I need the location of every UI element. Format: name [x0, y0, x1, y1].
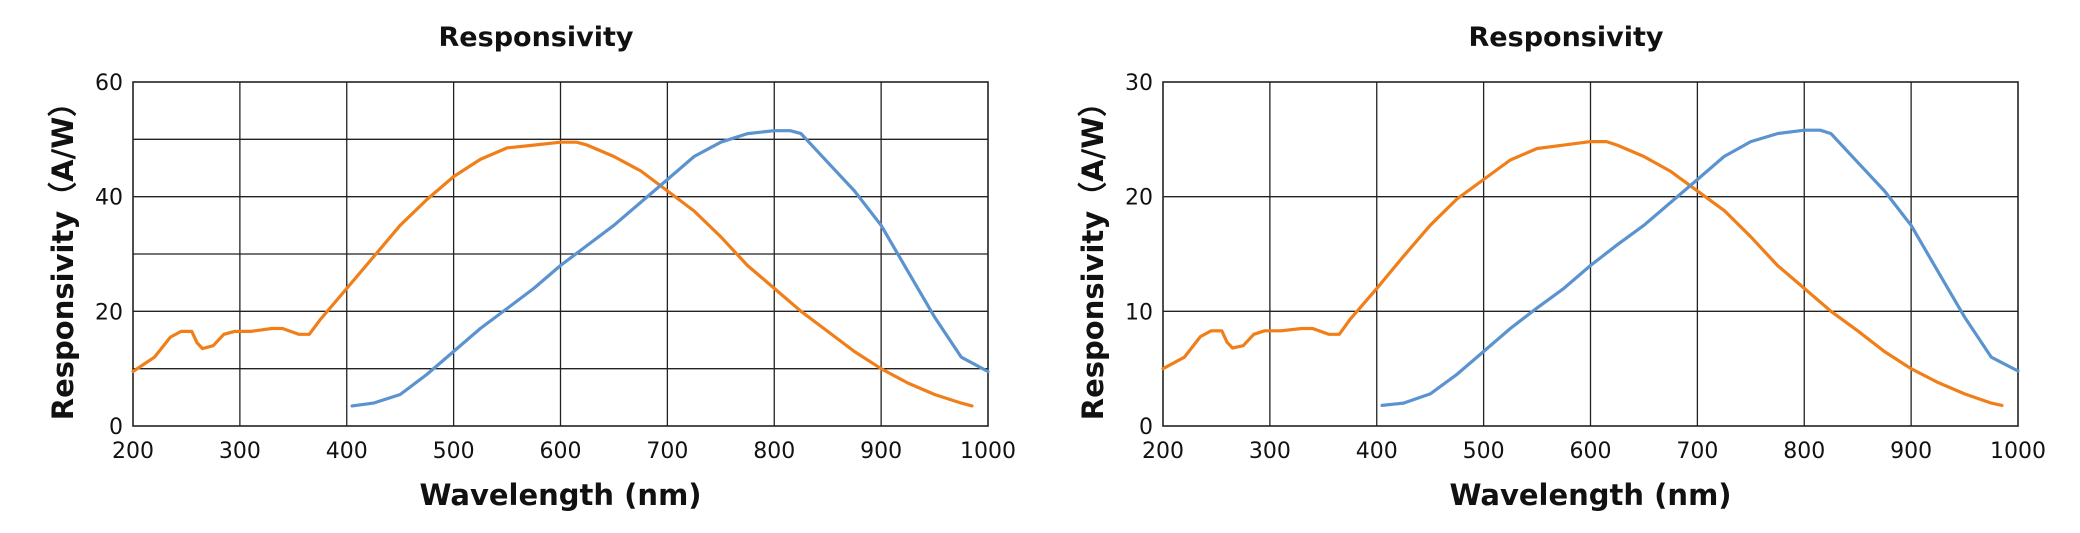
x-tick-label: 800	[753, 439, 795, 464]
y-tick-label: 30	[1125, 71, 1153, 96]
x-tick-label: 400	[326, 439, 368, 464]
y-tick-label: 20	[95, 300, 123, 325]
x-tick-label: 300	[219, 439, 261, 464]
x-tick-label: 1000	[960, 439, 1016, 464]
series-line-1	[1161, 140, 2004, 407]
plot-frame	[1162, 81, 2019, 427]
x-tick-label: 200	[112, 439, 154, 464]
y-axis-title: Responsivity（A/W）	[46, 88, 80, 420]
x-tick-label: 600	[540, 439, 582, 464]
x-axis-title: Wavelength (nm)	[1449, 478, 1731, 512]
x-tick-label: 500	[433, 439, 475, 464]
plot-frame	[132, 81, 989, 427]
y-tick-label: 60	[95, 71, 123, 96]
x-tick-label: 500	[1463, 439, 1505, 464]
chart-panel-2: 200 300 400 500 600 700 800 900 1000 0 10 20 30 Respo…	[1076, 22, 2046, 512]
x-tick-label: 900	[1890, 439, 1932, 464]
x-tick-label: 200	[1142, 439, 1184, 464]
x-tick-label: 400	[1356, 439, 1398, 464]
series-line-1	[131, 140, 974, 408]
chart-panel-1: 200 300 400 500 600 700 800 900 1000 0 20 40 60 Respo…	[46, 22, 1016, 512]
x-tick-label: 600	[1570, 439, 1612, 464]
y-tick-label: 0	[1139, 415, 1153, 440]
x-tick-label: 800	[1783, 439, 1825, 464]
y-tick-label: 20	[1125, 186, 1153, 211]
y-tick-label: 10	[1125, 300, 1153, 325]
y-tick-label: 40	[95, 186, 123, 211]
series-line-2	[1380, 128, 2020, 407]
x-tick-label: 700	[646, 439, 688, 464]
y-axis-title: Responsivity（A/W）	[1076, 88, 1110, 420]
x-tick-label: 700	[1676, 439, 1718, 464]
y-tick-label: 0	[109, 415, 123, 440]
x-axis-title: Wavelength (nm)	[419, 478, 701, 512]
x-tick-label: 900	[860, 439, 902, 464]
series-line-2	[350, 129, 990, 408]
x-tick-label: 300	[1249, 439, 1291, 464]
chart-title: Responsivity	[1469, 22, 1664, 53]
x-tick-label: 1000	[1990, 439, 2046, 464]
chart-title: Responsivity	[439, 22, 634, 53]
